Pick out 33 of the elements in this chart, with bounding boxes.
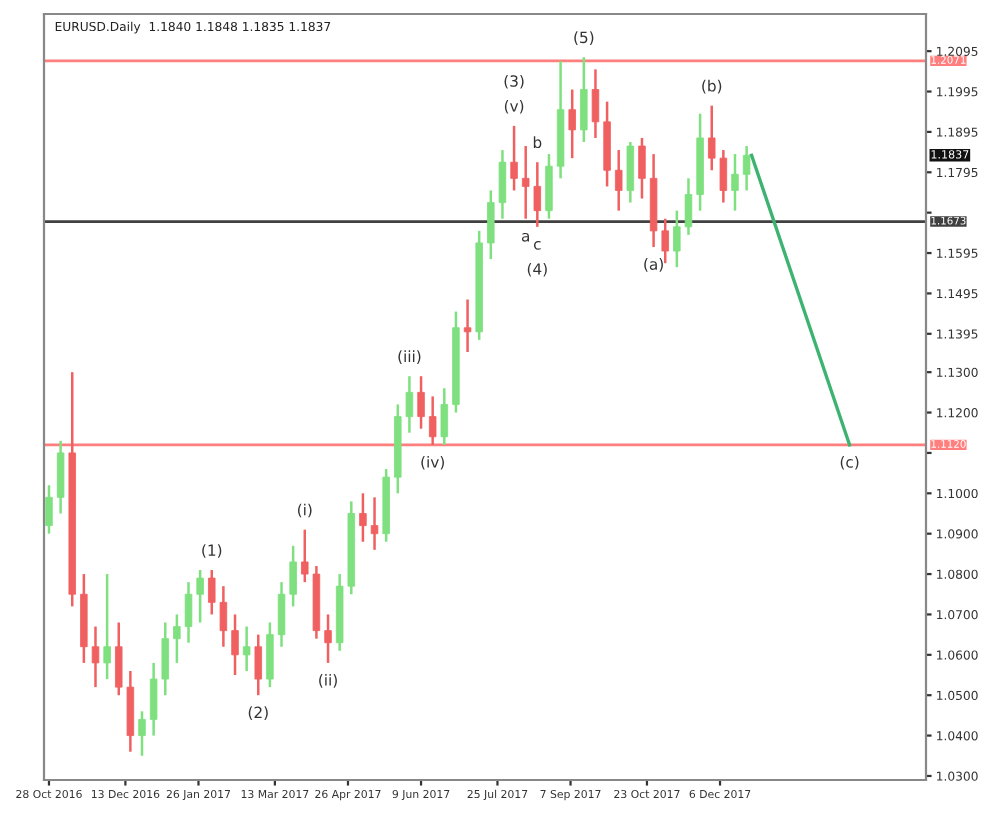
candlestick	[289, 544, 297, 608]
candlestick	[417, 374, 425, 430]
candlestick	[266, 621, 274, 689]
candlestick	[545, 152, 553, 220]
candlestick	[324, 613, 332, 665]
candlestick	[638, 136, 646, 200]
candlestick	[91, 625, 100, 689]
candlestick	[103, 572, 111, 681]
candlestick	[440, 387, 449, 447]
candlestick	[591, 68, 600, 140]
candlestick	[568, 88, 576, 160]
candlestick	[614, 148, 623, 212]
candlestick	[428, 395, 437, 447]
candlestick	[673, 209, 681, 269]
candlestick	[277, 580, 286, 648]
candlestick	[56, 439, 65, 515]
candlestick	[254, 633, 263, 697]
candlestick	[359, 492, 367, 544]
candlestick	[173, 613, 181, 665]
candlestick	[626, 140, 635, 204]
candlestick	[510, 124, 518, 192]
candlestick	[242, 625, 251, 673]
candlestick	[731, 152, 739, 212]
candlestick	[231, 613, 239, 677]
candlestick	[580, 55, 588, 144]
candlestick	[184, 580, 193, 644]
candlestick	[742, 144, 751, 192]
candlestick	[45, 483, 53, 535]
candlestick	[370, 496, 379, 552]
candlestick	[196, 568, 204, 624]
candlestick	[684, 177, 693, 237]
candlestick	[463, 298, 472, 354]
candlestick	[138, 710, 146, 758]
